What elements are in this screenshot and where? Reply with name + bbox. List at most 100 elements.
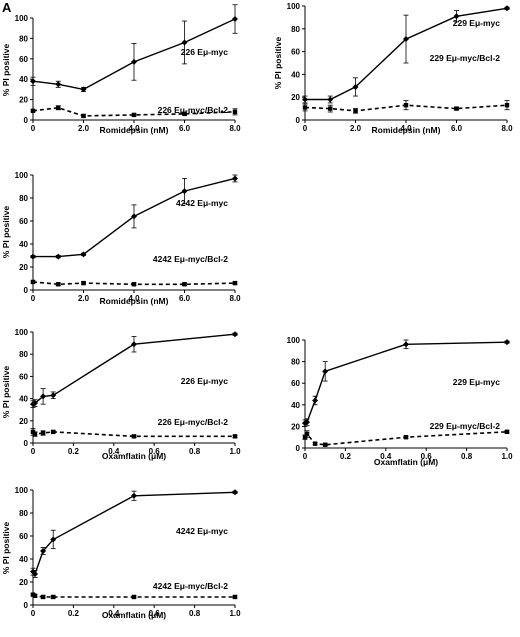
series-bcl2: 4242 Eμ-myc/Bcl-2 (30, 581, 238, 600)
data-point (312, 397, 319, 404)
data-point (182, 111, 187, 117)
series-label: 226 Eμ-myc (181, 47, 229, 57)
data-point (232, 594, 238, 600)
series-label: 229 Eμ-myc/Bcl-2 (430, 53, 501, 63)
series-myc: 4242 Eμ-myc (30, 489, 238, 578)
series-myc: 229 Eμ-myc (302, 5, 510, 104)
series-bcl2: 229 Eμ-myc/Bcl-2 (302, 421, 510, 447)
x-axis-label: Oxamflatin (μM) (102, 610, 166, 620)
y-tick-label: 100 (15, 486, 29, 495)
data-point (30, 253, 36, 260)
y-tick-label: 60 (291, 379, 300, 388)
y-tick-label: 0 (296, 116, 301, 125)
data-point (30, 108, 36, 114)
y-tick-label: 80 (19, 194, 28, 203)
data-point (181, 39, 188, 46)
y-tick-label: 20 (19, 578, 28, 587)
series-line (33, 177, 236, 258)
data-point (232, 175, 238, 182)
data-point (30, 78, 36, 85)
series-myc: 226 Eμ-myc (30, 4, 238, 93)
y-tick-label: 40 (19, 395, 28, 404)
y-tick-label: 0 (24, 439, 29, 448)
x-tick-label: 0 (31, 447, 36, 456)
data-point (131, 282, 137, 287)
data-point (322, 368, 329, 375)
data-point (55, 81, 62, 88)
y-tick-label: 20 (19, 263, 28, 272)
x-tick-label: 0.8 (189, 609, 201, 618)
x-axis-label: Romidepsin (nM) (100, 296, 169, 306)
series-label: 226 Eμ-myc (181, 376, 229, 386)
x-tick-label: 2.0 (78, 294, 90, 303)
data-point (131, 341, 137, 348)
x-axis-label: Oxamflatin (μM) (102, 451, 166, 461)
y-tick-label: 80 (291, 25, 300, 34)
chart-panel-1: 0 20 40 60 80 100 0 2.0 4.0 6.0 8.0 Romidepsin (nM)… (1, 4, 241, 135)
x-tick-label: 0.2 (68, 609, 80, 618)
data-point (232, 434, 238, 439)
data-point (302, 105, 308, 110)
y-tick-label: 60 (19, 217, 28, 226)
data-point (32, 570, 39, 577)
series-line (32, 18, 236, 91)
series-label: 4242 Eμ-myc (176, 198, 228, 208)
series-label: 226 Eμ-myc/Bcl-2 (158, 417, 229, 427)
y-tick-label: 100 (15, 14, 29, 23)
data-point (304, 419, 311, 426)
data-point (51, 594, 56, 600)
x-axis-label: Romidepsin (nM) (100, 125, 169, 135)
series-label: 4242 Eμ-myc (176, 526, 228, 536)
series-line (32, 106, 236, 117)
data-point (50, 536, 57, 543)
series-myc: 226 Eμ-myc (30, 331, 238, 408)
chart-panel-6: 0 20 40 60 80 100 0 0.2 0.4 0.6 0.8 1.0 Oxamflatin (… (1, 486, 241, 620)
data-point (131, 594, 137, 600)
data-point (232, 489, 238, 496)
data-point (352, 83, 359, 90)
series-label: 229 Eμ-myc/Bcl-2 (430, 421, 501, 431)
x-tick-label: 0 (31, 609, 36, 618)
y-tick-label: 80 (19, 34, 28, 43)
x-tick-label: 0 (31, 294, 36, 303)
data-point (403, 102, 409, 108)
y-tick-label: 100 (15, 171, 29, 180)
y-tick-label: 20 (19, 96, 28, 105)
y-tick-label: 60 (291, 48, 300, 57)
x-tick-label: 6.0 (451, 124, 463, 133)
data-point (353, 108, 358, 114)
x-tick-label: 8.0 (229, 294, 241, 303)
data-point (323, 442, 328, 447)
x-tick-label: 4.0 (400, 124, 412, 133)
panel-letter: A (2, 0, 12, 15)
data-point (304, 431, 310, 437)
data-point (454, 106, 459, 111)
x-tick-label: 1.0 (229, 609, 241, 618)
data-point (56, 105, 61, 110)
data-point (504, 102, 510, 108)
y-axis-label: % PI positive (273, 37, 283, 90)
data-point (80, 86, 87, 93)
y-tick-label: 100 (15, 328, 29, 337)
y-tick-label: 80 (291, 358, 300, 367)
data-point (40, 430, 46, 436)
series-label: 4242 Eμ-myc/Bcl-2 (153, 254, 228, 264)
data-point (504, 5, 510, 12)
y-tick-label: 100 (287, 336, 301, 345)
x-tick-label: 1.0 (229, 447, 241, 456)
series-label: 4242 Eμ-myc/Bcl-2 (153, 581, 228, 591)
data-point (51, 429, 56, 435)
y-tick-label: 80 (19, 350, 28, 359)
chart-panel-5: 0 20 40 60 80 100 0 0.2 0.4 0.6 0.8 1.0 Oxamflatin (… (287, 336, 513, 467)
series-line (305, 7, 508, 101)
x-tick-label: 4.0 (128, 124, 140, 133)
data-point (403, 36, 409, 43)
x-tick-label: 0.6 (421, 452, 433, 461)
x-tick-label: 0.6 (149, 447, 161, 456)
series-myc: 4242 Eμ-myc (30, 174, 238, 260)
data-point (232, 109, 238, 115)
data-point (131, 434, 137, 439)
y-axis-label: % PI positive (1, 44, 11, 97)
data-point (328, 106, 333, 111)
